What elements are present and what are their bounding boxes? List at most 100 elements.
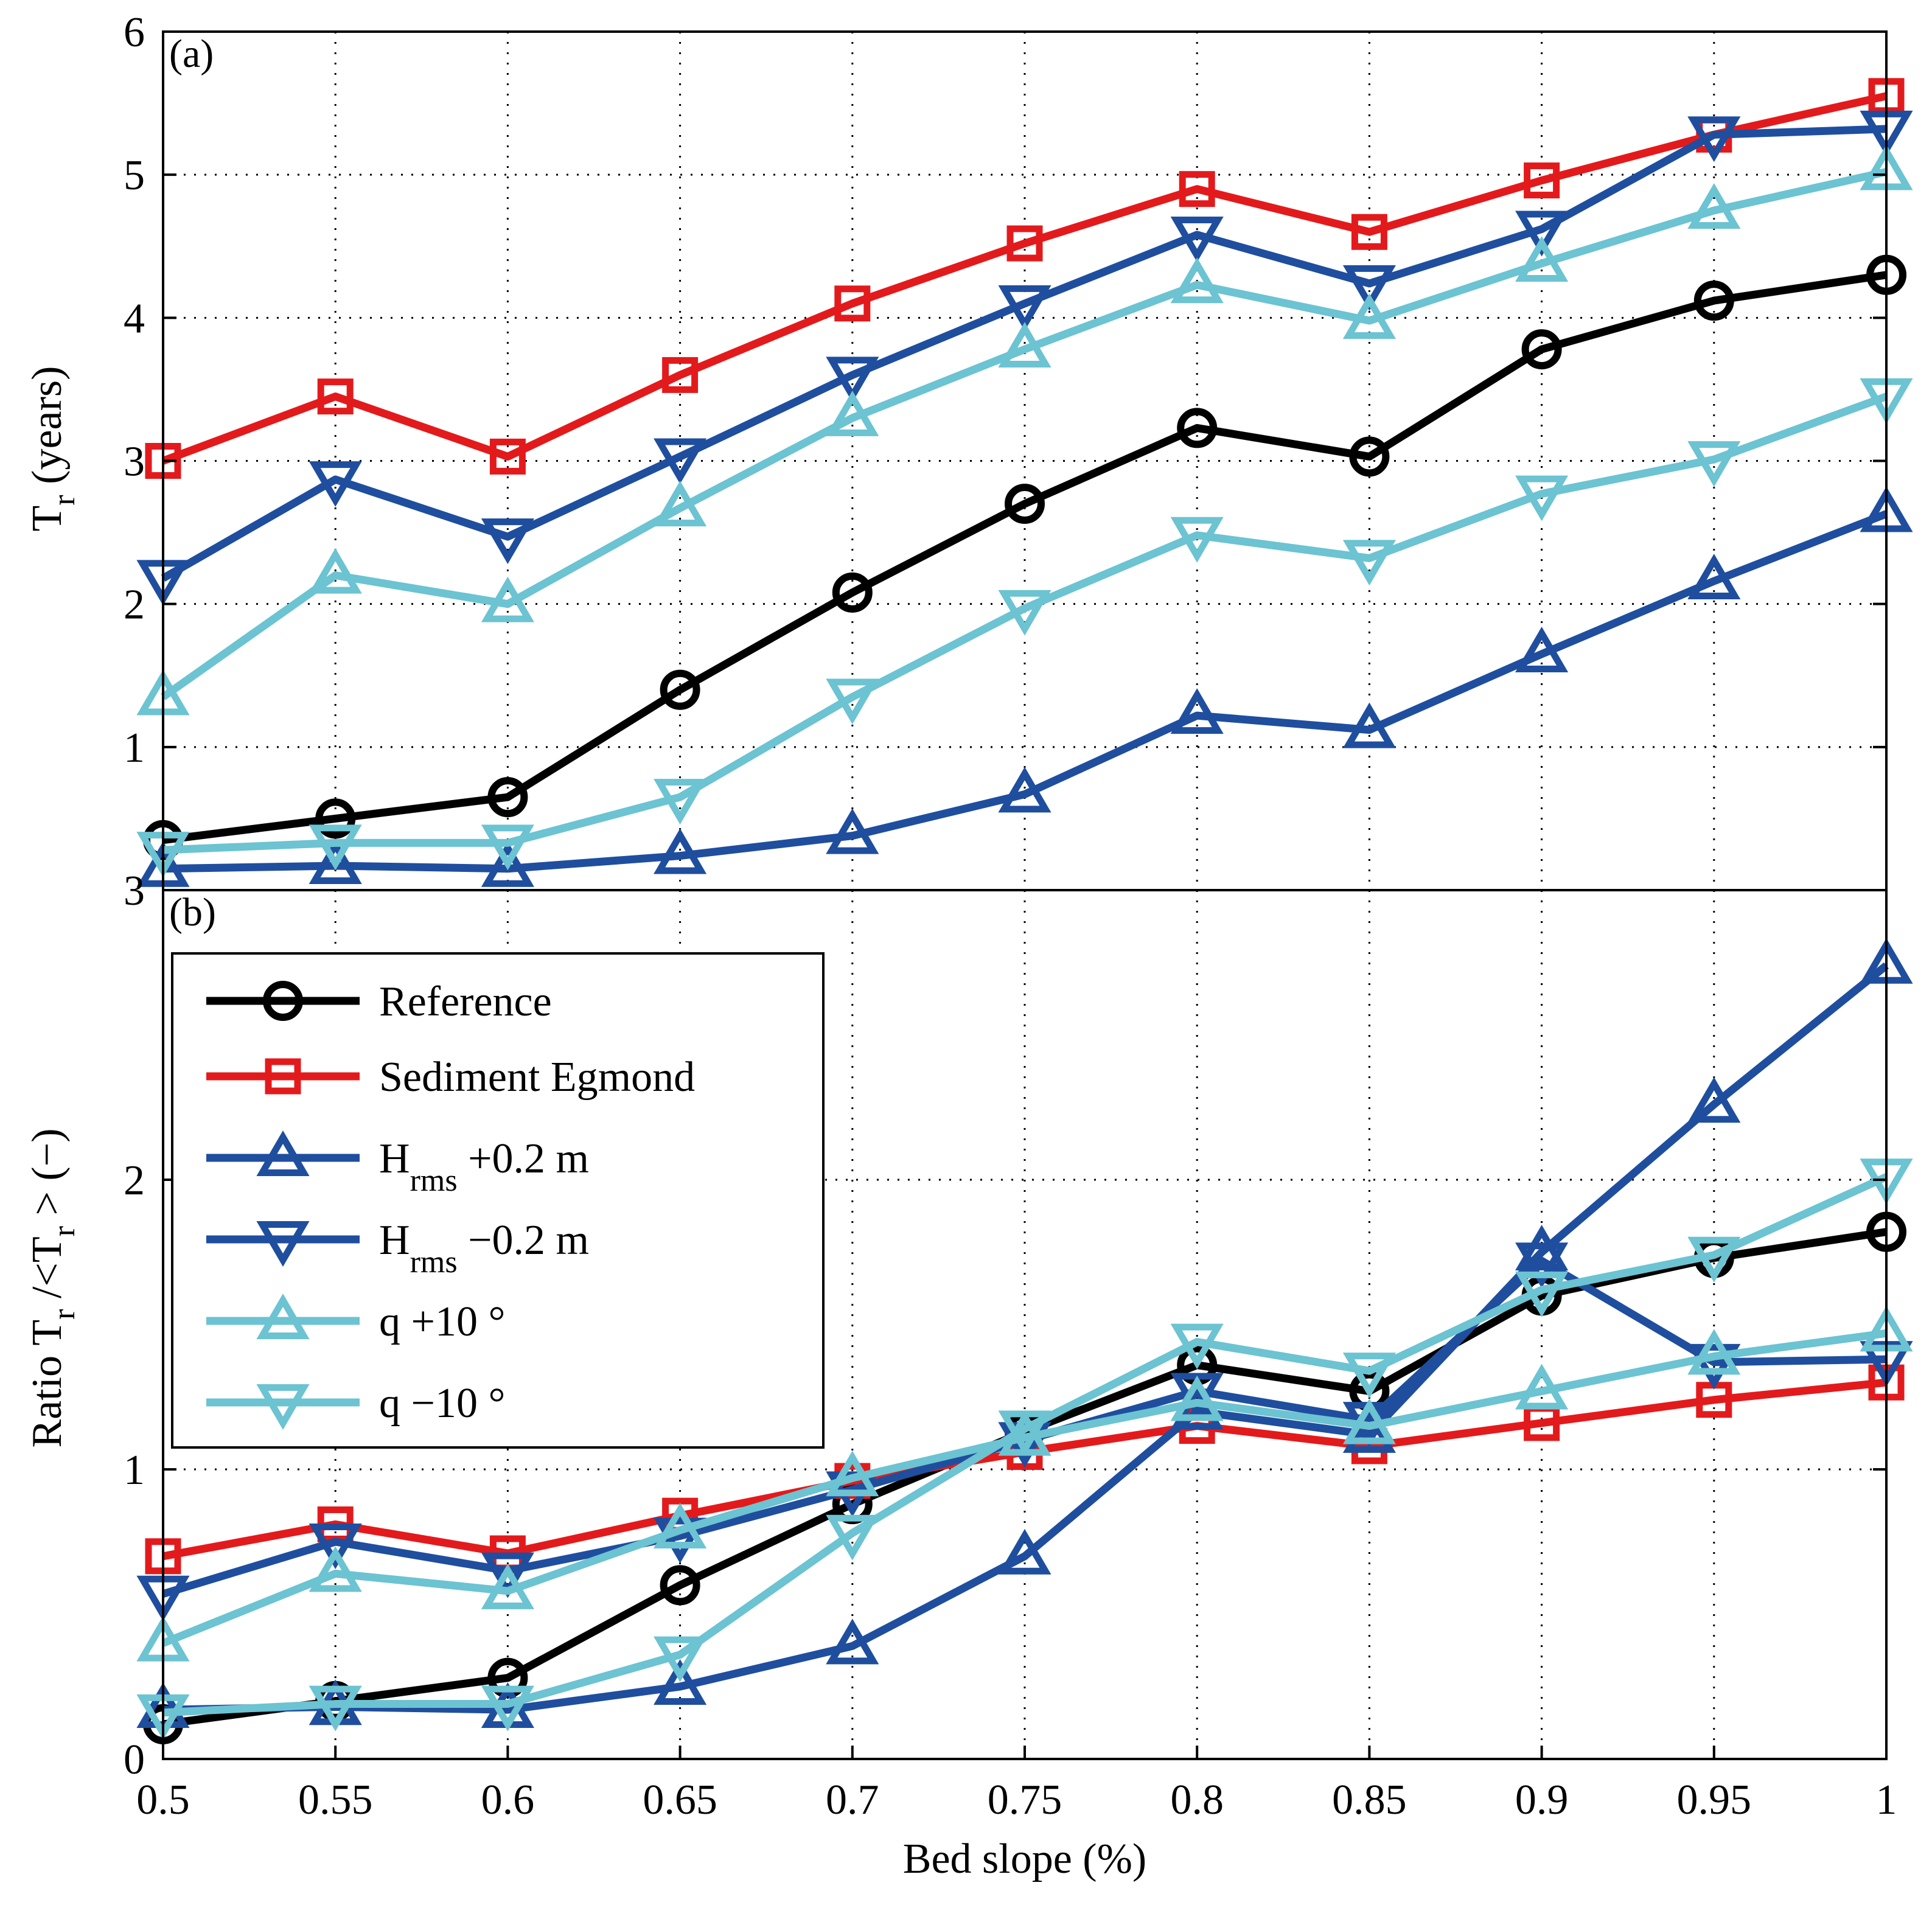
data-point-qm <box>1170 1323 1224 1370</box>
data-point-sed <box>662 357 699 393</box>
panel-b-y-ticks: 0 1 2 <box>124 889 1886 1783</box>
y-tick-label: 2 <box>124 1157 145 1204</box>
series-qm <box>136 378 1913 878</box>
data-point-ref <box>660 669 700 710</box>
data-point-hp <box>1515 627 1569 672</box>
panel-a-y-axis-label-rest: (years) <box>24 366 71 495</box>
data-point-sed <box>489 438 526 475</box>
data-point-ref <box>832 572 873 613</box>
data-point-hm <box>654 438 707 484</box>
x-tick-label: 0.9 <box>1515 1777 1569 1823</box>
data-point-hp <box>1170 688 1224 734</box>
data-point-qp <box>654 1503 707 1548</box>
data-point-qm <box>1170 517 1224 563</box>
data-point-qp <box>826 1451 879 1497</box>
series-sed <box>145 78 1905 479</box>
data-point-qp <box>1170 257 1224 304</box>
legend-item-hp: Hrms +0.2 m <box>206 1130 589 1198</box>
data-point-qp <box>309 548 362 594</box>
data-point-qm <box>1342 1353 1396 1399</box>
panel-b-y-axis-label-main: Ratio T <box>24 1320 71 1448</box>
data-point-qm <box>998 590 1051 636</box>
data-point-sed <box>1524 162 1560 199</box>
y-tick-label: 1 <box>124 725 145 771</box>
legend-marker-qp <box>256 1294 310 1339</box>
y-tick-label: 4 <box>124 295 145 342</box>
y-tick-label: 3 <box>124 439 145 486</box>
series-line-ref <box>162 271 1887 845</box>
legend-item-qp: q +10 ° <box>206 1294 505 1345</box>
x-axis-label: Bed slope (%) <box>903 1836 1146 1882</box>
legend-item-ref: Reference <box>206 978 552 1025</box>
panel-b-y-axis-label-rest: > (−) <box>24 1128 71 1226</box>
x-tick-label: 0.65 <box>643 1777 717 1823</box>
data-point-qm <box>481 1685 534 1732</box>
panel-b-y-axis-label: Ratio Tr /<Tr > (−) <box>24 1128 82 1447</box>
data-point-qp <box>481 1563 534 1609</box>
data-point-qm <box>309 824 362 871</box>
data-point-qp <box>309 1546 362 1592</box>
data-point-qm <box>654 1636 707 1682</box>
data-point-qp <box>1515 1363 1569 1410</box>
legend-label: q +10 ° <box>379 1298 505 1345</box>
data-point-ref <box>1521 329 1562 370</box>
data-point-hm <box>1342 265 1396 311</box>
panel-a-y-axis-label-sub: r <box>47 495 82 505</box>
legend-box <box>171 952 825 1449</box>
data-point-hp <box>654 1659 707 1705</box>
data-point-qp <box>1342 293 1396 340</box>
data-point-hm <box>309 1524 362 1569</box>
data-point-ref <box>487 777 528 818</box>
series-line-sed <box>161 92 1888 465</box>
data-point-sed <box>1351 214 1387 250</box>
y-tick-label: 2 <box>124 582 145 629</box>
panel-b: 0 1 2 0.5 0.55 0.6 0.65 0.7 0.75 0.8 0.85 0.9 0.95 1… <box>24 889 1913 1882</box>
data-point-qm <box>1515 1271 1569 1317</box>
legend-marker-qm <box>256 1384 310 1430</box>
data-point-qm <box>654 779 707 825</box>
series-line-hp <box>162 962 1889 1714</box>
data-point-qm <box>1687 1236 1741 1283</box>
legend-items: Reference Sediment Egmond Hrms +0.2 m Hrms … <box>206 978 695 1430</box>
legend-label: Sediment Egmond <box>379 1054 695 1101</box>
data-point-qm <box>1515 475 1569 521</box>
data-point-hm <box>654 1517 707 1564</box>
data-point-hm <box>1515 1242 1569 1289</box>
legend-label: Reference <box>379 978 552 1025</box>
data-point-hp <box>481 841 534 887</box>
series-line-qp <box>161 1329 1887 1647</box>
data-point-ref <box>1177 408 1218 448</box>
data-point-hp <box>998 1528 1051 1575</box>
data-point-qm <box>998 1410 1051 1457</box>
legend-item-sed: Sediment Egmond <box>206 1054 695 1101</box>
data-point-qm <box>309 1685 362 1732</box>
panel-a-series <box>136 78 1913 887</box>
data-point-hm <box>826 357 879 403</box>
panel-b-y-axis-label-mid: /<T <box>24 1236 71 1309</box>
legend-label: Hrms −0.2 m <box>379 1217 589 1280</box>
data-point-qp <box>998 322 1051 368</box>
y-tick-label: 6 <box>124 9 145 56</box>
data-point-hp <box>654 828 707 874</box>
legend-marker-hm <box>256 1221 310 1267</box>
data-point-qp <box>654 481 707 527</box>
data-point-qp <box>1687 1329 1741 1375</box>
data-point-sed <box>317 378 354 415</box>
data-point-hp <box>309 838 362 885</box>
data-point-hm <box>998 285 1051 331</box>
data-point-sed <box>1179 171 1215 207</box>
legend-label: q −10 ° <box>379 1380 505 1427</box>
data-point-qm <box>826 1514 879 1561</box>
data-point-qp <box>1515 236 1569 282</box>
x-tick-label: 0.8 <box>1170 1777 1224 1823</box>
panel-b-series <box>136 938 1913 1744</box>
legend-item-qm: q −10 ° <box>206 1380 505 1430</box>
data-point-hm <box>1687 1343 1741 1390</box>
data-point-ref <box>1005 484 1045 524</box>
data-point-ref <box>1349 436 1390 477</box>
data-point-hp <box>1687 554 1741 600</box>
legend-marker-ref <box>263 981 303 1021</box>
series-qp <box>136 144 1913 716</box>
y-tick-label: 1 <box>124 1447 145 1494</box>
legend-label: Hrms +0.2 m <box>379 1135 589 1198</box>
